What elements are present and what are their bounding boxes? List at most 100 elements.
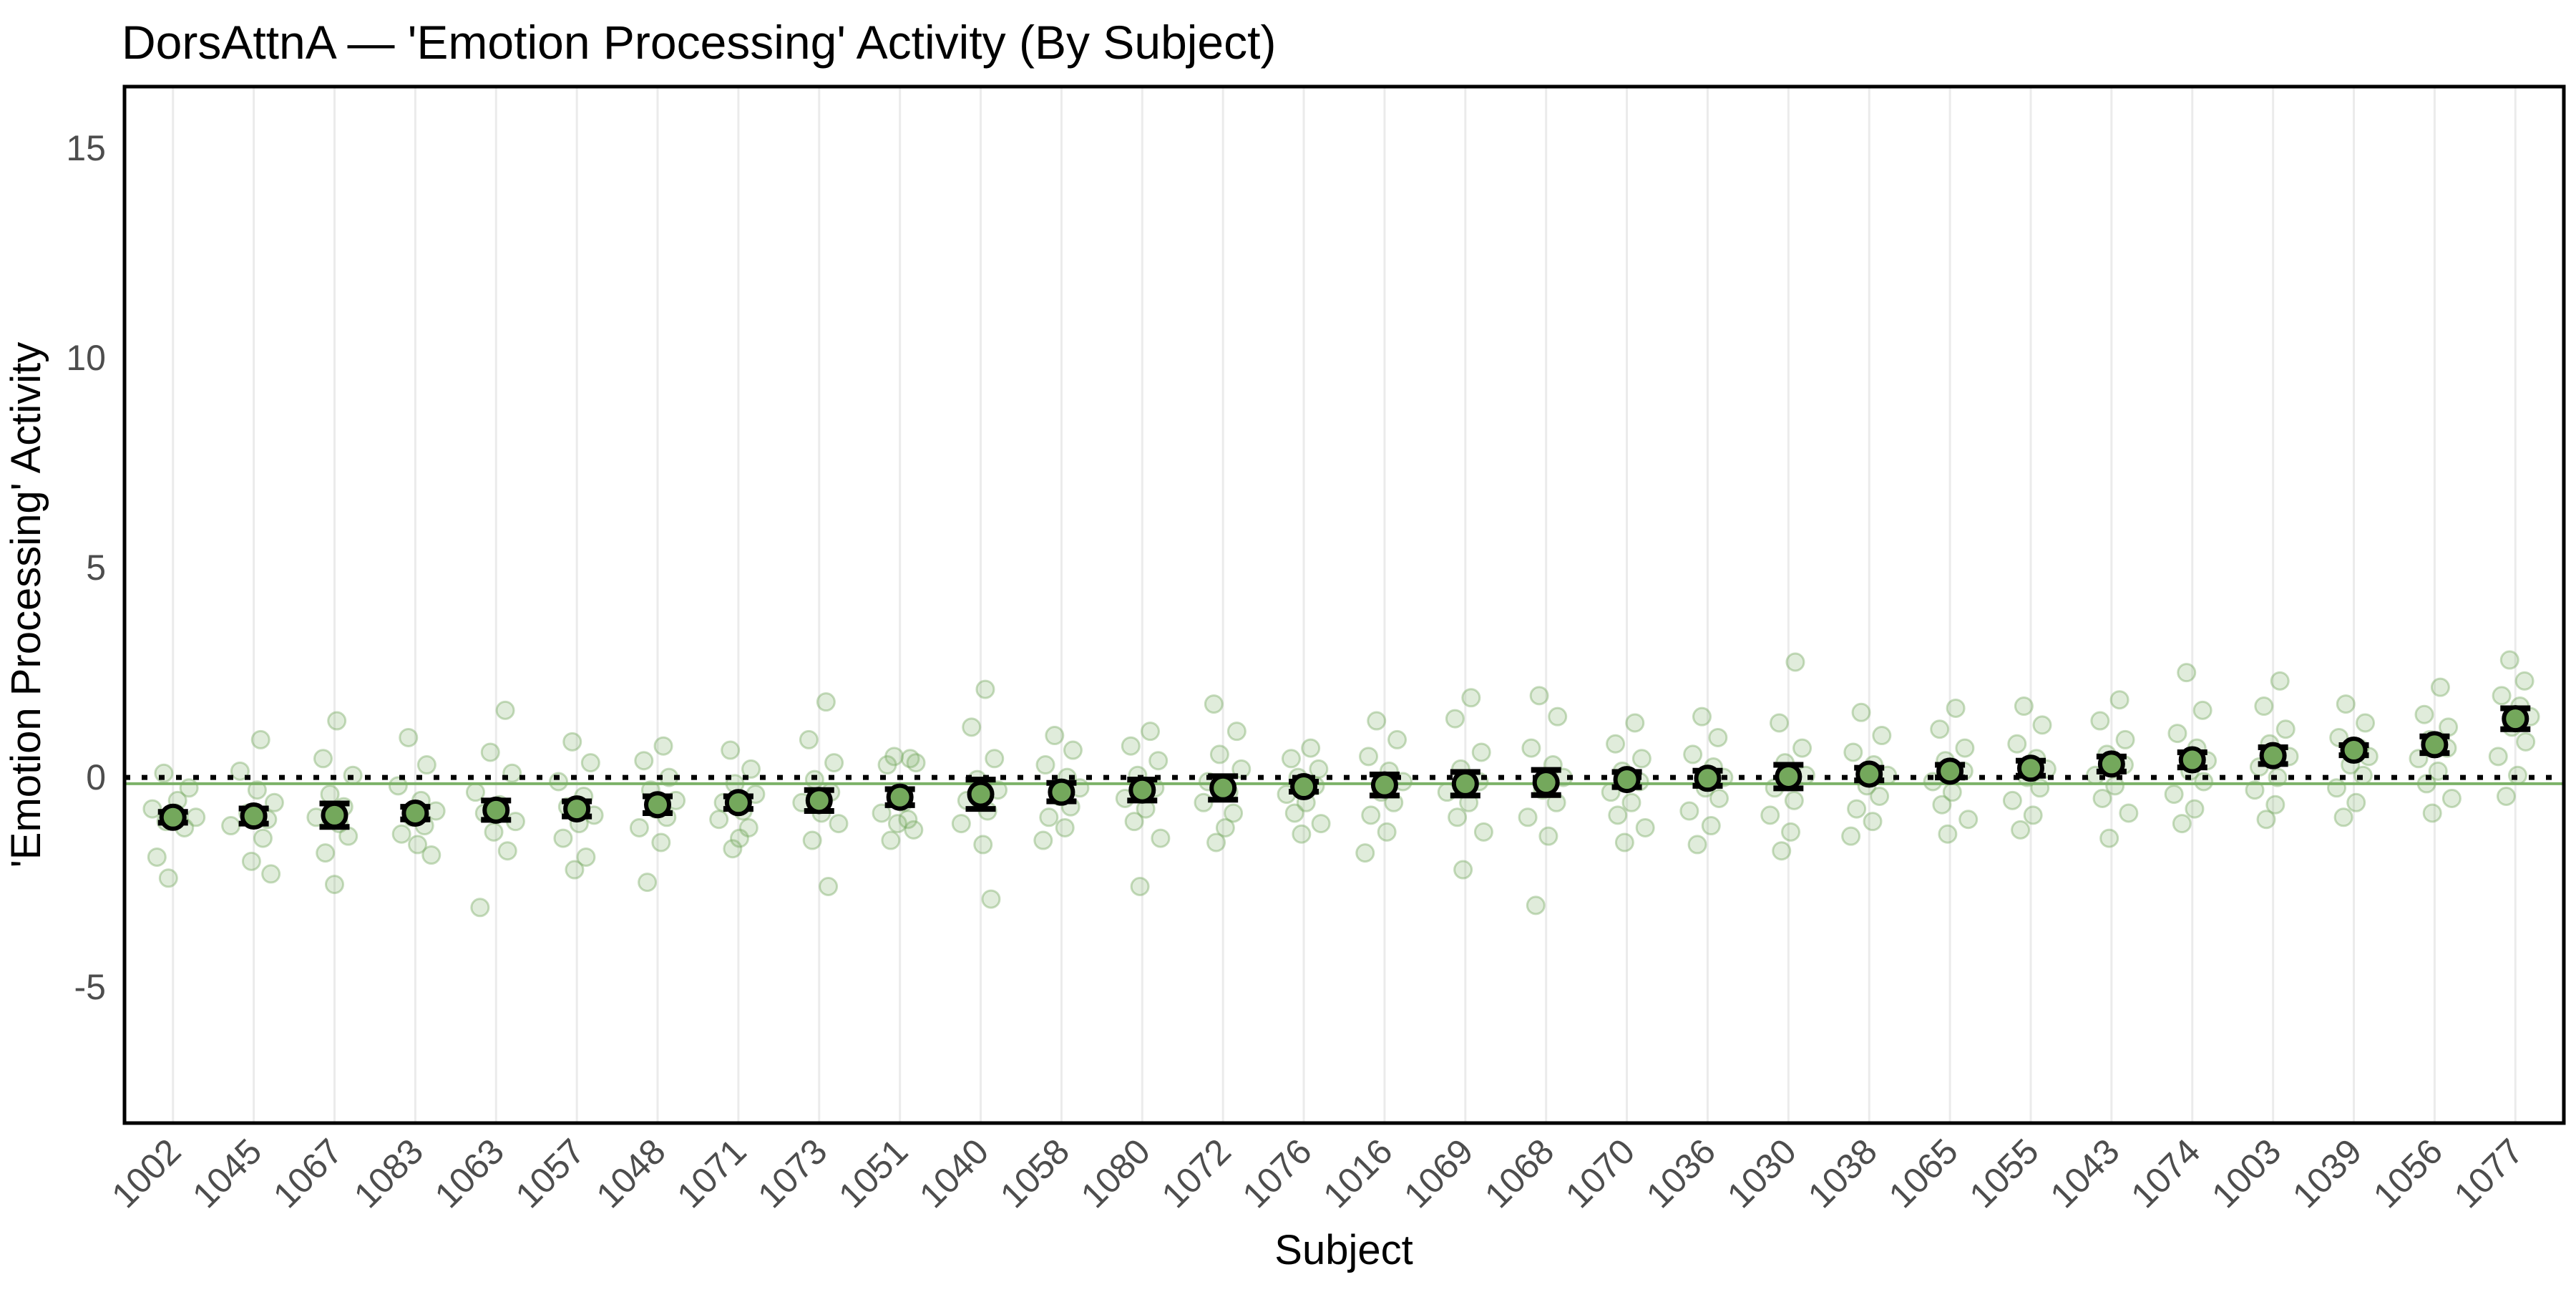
scatter-point: [1461, 688, 1481, 708]
scatter-point: [887, 814, 907, 834]
x-tick-label: 1073: [750, 1131, 834, 1215]
scatter-point: [904, 820, 924, 840]
scatter-point: [709, 810, 729, 830]
scatter-point: [1055, 817, 1075, 837]
x-tick-label: 1055: [1962, 1131, 2046, 1215]
scatter-point: [313, 749, 333, 769]
scatter-point: [1930, 719, 1950, 739]
scatter-point: [338, 826, 358, 846]
scatter-point: [1063, 740, 1083, 760]
scatter-point: [723, 839, 743, 859]
scatter-point: [2414, 704, 2434, 724]
x-tick-label: 1043: [2042, 1131, 2127, 1215]
scatter-point: [2353, 765, 2373, 785]
mean-point-subject-1076: [1290, 773, 1318, 801]
scatter-point: [497, 841, 517, 861]
scatter-point: [884, 747, 904, 767]
scatter-point: [2109, 690, 2129, 710]
x-tick-label: 1067: [265, 1131, 350, 1215]
scatter-point: [2030, 778, 2050, 798]
scatter-point: [2499, 650, 2519, 670]
scatter-point: [1292, 824, 1312, 844]
scatter-point: [973, 835, 993, 855]
y-tick-labels: 15 10 5 0 -5: [66, 128, 106, 1007]
scatter-point: [1206, 832, 1226, 853]
scatter-point: [898, 810, 918, 830]
scatter-point: [1608, 805, 1628, 825]
x-tick-label: 1016: [1315, 1131, 1400, 1215]
scatter-point: [653, 736, 673, 756]
mean-point-subject-1074: [2178, 746, 2206, 774]
scatter-point: [230, 761, 250, 781]
scatter-point: [1453, 860, 1473, 880]
scatter-point: [2430, 677, 2450, 697]
mean-point-subject-1056: [2421, 731, 2449, 759]
scatter-point: [1635, 817, 1655, 837]
scatter-point: [2014, 696, 2034, 717]
scatter-point: [1870, 787, 1890, 807]
x-tick-label: 1074: [2123, 1131, 2207, 1215]
scatter-point: [2002, 790, 2022, 810]
scatter-point: [1785, 652, 1805, 672]
scatter-point: [2275, 719, 2296, 739]
scatter-point: [824, 753, 844, 773]
mean-point-subject-1080: [1128, 776, 1156, 804]
scatter-point: [316, 843, 336, 863]
scatter-point: [147, 847, 167, 867]
scatter-point: [872, 803, 892, 823]
scatter-point: [1770, 713, 1790, 733]
mean-point-subject-1045: [240, 802, 268, 830]
scatter-point: [320, 785, 340, 805]
scatter-point: [1148, 751, 1169, 771]
scatter-point: [738, 817, 758, 837]
scatter-point: [421, 845, 441, 865]
scatter-point: [1946, 698, 1966, 718]
scatter-point: [634, 751, 654, 771]
scatter-point: [1445, 709, 1465, 729]
scatter-point: [1606, 734, 1626, 754]
mean-point-subject-1055: [2016, 754, 2044, 782]
scatter-point: [1151, 828, 1171, 848]
scatter-point: [253, 828, 273, 848]
scatter-point: [2516, 732, 2536, 752]
scatter-point: [1621, 792, 1641, 812]
scatter-point: [2346, 792, 2366, 812]
scatter-point: [951, 814, 971, 834]
scatter-point: [1518, 807, 1538, 827]
scatter-point: [975, 679, 995, 699]
mean-point-subject-1036: [1694, 764, 1722, 792]
scatter-point: [816, 692, 836, 712]
x-tick-label: 1038: [1800, 1131, 1885, 1215]
scatter-point: [2333, 807, 2353, 827]
scatter-point: [1538, 826, 1558, 846]
x-tick-label: 1051: [831, 1131, 915, 1215]
scatter-point: [470, 898, 490, 918]
x-tick-label: 1039: [2285, 1131, 2369, 1215]
mean-point-subject-1040: [967, 780, 995, 808]
x-tick-labels: 1002104510671083106310571048107110731051…: [104, 1131, 2531, 1215]
mean-point-subject-1039: [2340, 737, 2368, 764]
mean-point-subject-1043: [2097, 750, 2125, 778]
scatter-point: [1847, 799, 1867, 819]
mean-point-subject-1068: [1532, 769, 1560, 797]
scatter-point: [1140, 722, 1160, 742]
x-tick-label: 1069: [1396, 1131, 1480, 1215]
y-tick-label: 10: [66, 338, 106, 378]
scatter-point: [1701, 816, 1721, 836]
scatter-point: [264, 792, 284, 812]
x-tick-label: 1065: [1881, 1131, 1966, 1215]
scatter-point: [484, 822, 504, 842]
x-tick-label: 1063: [427, 1131, 512, 1215]
y-axis-label: 'Emotion Processing' Activity: [3, 342, 49, 868]
scatter-point: [562, 732, 582, 752]
scatter-point: [881, 830, 901, 850]
scatter-point: [2023, 805, 2043, 825]
scatter-point: [2488, 747, 2508, 767]
mean-point-subject-1003: [2259, 742, 2287, 769]
mean-point-subject-1083: [401, 799, 429, 827]
scatter-point: [1548, 706, 1568, 727]
scatter-point: [1709, 788, 1729, 808]
scatter-point: [1448, 807, 1468, 827]
